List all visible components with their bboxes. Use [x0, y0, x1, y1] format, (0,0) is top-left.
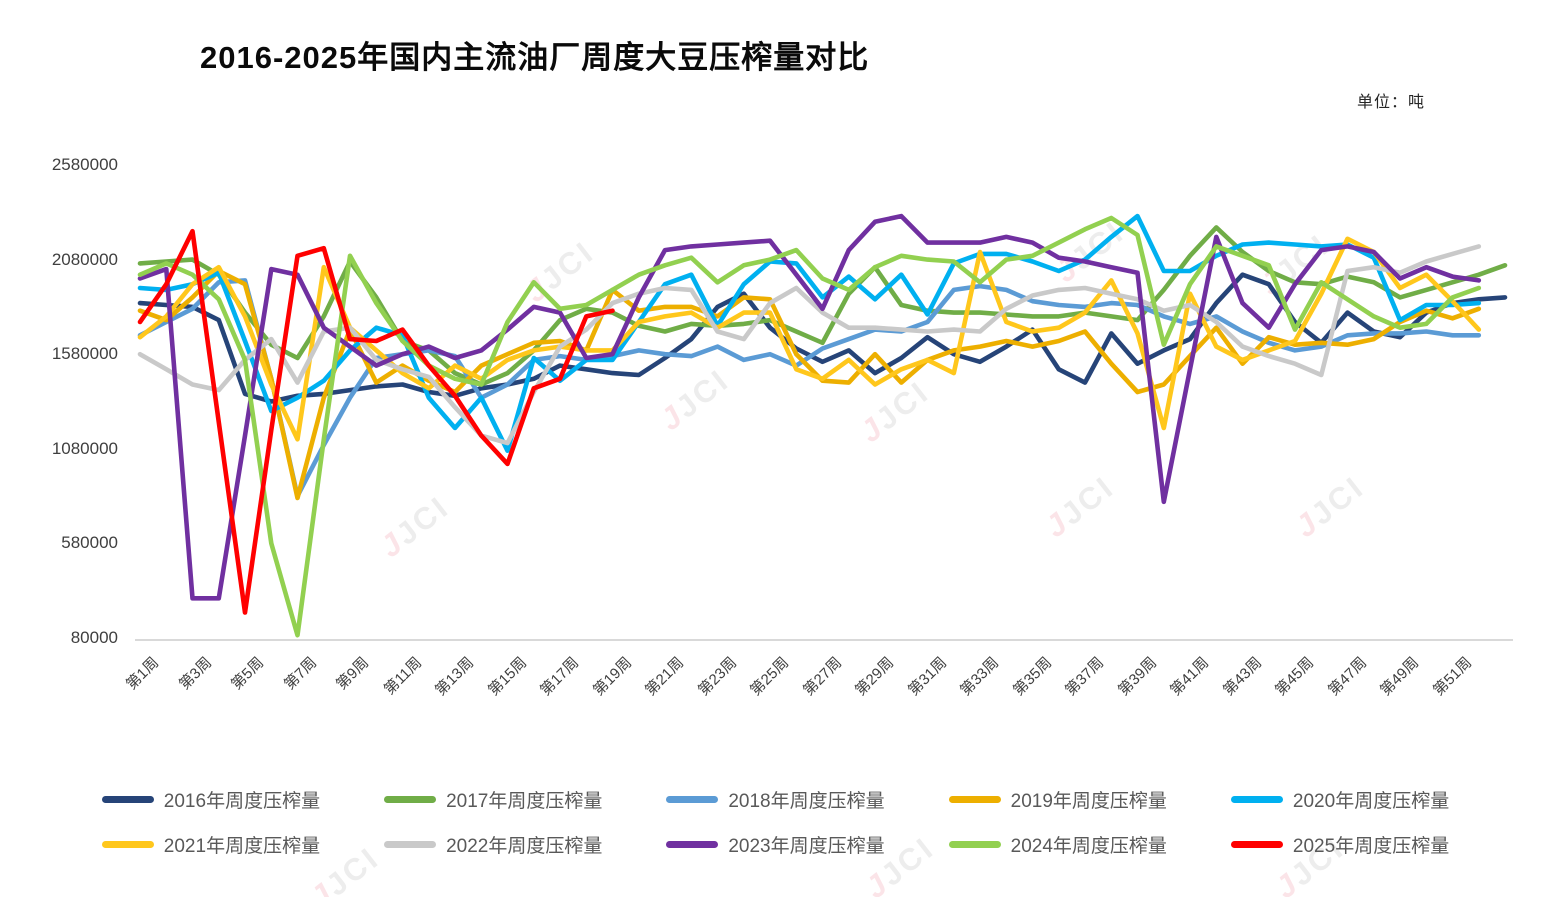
series-line-2025年周度压榨量 — [137, 228, 615, 615]
legend-label: 2019年周度压榨量 — [1010, 791, 1167, 812]
legend-item-2025年周度压榨量: 2025年周度压榨量 — [1230, 831, 1450, 858]
legend-swatch — [948, 841, 1001, 848]
unit-label: 单位：吨 — [1357, 94, 1426, 111]
x-axis-line — [135, 639, 1513, 641]
y-axis-tick-label: 1580000 — [51, 344, 118, 364]
legend-row-1: 2016年周度压榨量 2017年周度压榨量 2018年周度压榨量 2019年周度压榨量… — [0, 786, 1551, 813]
legend-swatch — [384, 796, 437, 803]
legend-label: 2022年周度压榨量 — [446, 836, 603, 857]
legend-swatch — [101, 796, 154, 803]
legend-item-2018年周度压榨量: 2018年周度压榨量 — [666, 786, 885, 813]
chart-title: 2016-2025年国内主流油厂周度大豆压榨量对比 — [200, 40, 870, 75]
y-axis-tick-label: 2580000 — [51, 155, 118, 174]
legend-swatch — [101, 841, 154, 848]
legend-item-2022年周度压榨量: 2022年周度压榨量 — [384, 831, 602, 858]
series-line-2016年周度压榨量 — [137, 272, 1508, 404]
legend-label: 2025年周度压榨量 — [1292, 836, 1450, 857]
series-line-2023年周度压榨量 — [137, 213, 1482, 601]
legend-swatch — [1230, 796, 1283, 803]
legend-item-2017年周度压榨量: 2017年周度压榨量 — [384, 786, 602, 813]
legend-label: 2016年周度压榨量 — [163, 791, 321, 812]
legend-swatch — [1230, 841, 1283, 848]
series-line-2022年周度压榨量 — [137, 244, 1482, 446]
y-axis-tick-label: 580000 — [61, 533, 118, 553]
legend-item-2024年周度压榨量: 2024年周度压榨量 — [948, 831, 1167, 858]
legend-item-2021年周度压榨量: 2021年周度压榨量 — [101, 831, 321, 858]
legend-swatch — [666, 796, 719, 803]
legend-item-2020年周度压榨量: 2020年周度压榨量 — [1230, 786, 1450, 813]
legend-label: 2024年周度压榨量 — [1010, 836, 1167, 857]
legend-label: 2023年周度压榨量 — [728, 836, 885, 857]
legend-label: 2020年周度压榨量 — [1292, 791, 1450, 812]
legend-swatch — [948, 796, 1001, 803]
legend-item-2023年周度压榨量: 2023年周度压榨量 — [666, 831, 885, 858]
legend-swatch — [384, 841, 437, 848]
legend-label: 2017年周度压榨量 — [446, 791, 603, 812]
y-axis-tick-label: 1080000 — [51, 438, 118, 458]
legend-swatch — [666, 841, 719, 848]
legend-label: 2021年周度压榨量 — [163, 836, 321, 857]
y-axis-tick-label: 2080000 — [51, 249, 118, 269]
y-axis-tick-label: 80000 — [70, 628, 118, 647]
series-line-2018年周度压榨量 — [137, 278, 1482, 499]
legend-item-2019年周度压榨量: 2019年周度压榨量 — [948, 786, 1167, 813]
legend-row-2: 2021年周度压榨量 2022年周度压榨量 2023年周度压榨量 2024年周度压榨量… — [0, 831, 1551, 858]
series-line-2024年周度压榨量 — [137, 215, 1482, 638]
legend-item-2016年周度压榨量: 2016年周度压榨量 — [101, 786, 321, 813]
legend-label: 2018年周度压榨量 — [728, 791, 885, 812]
